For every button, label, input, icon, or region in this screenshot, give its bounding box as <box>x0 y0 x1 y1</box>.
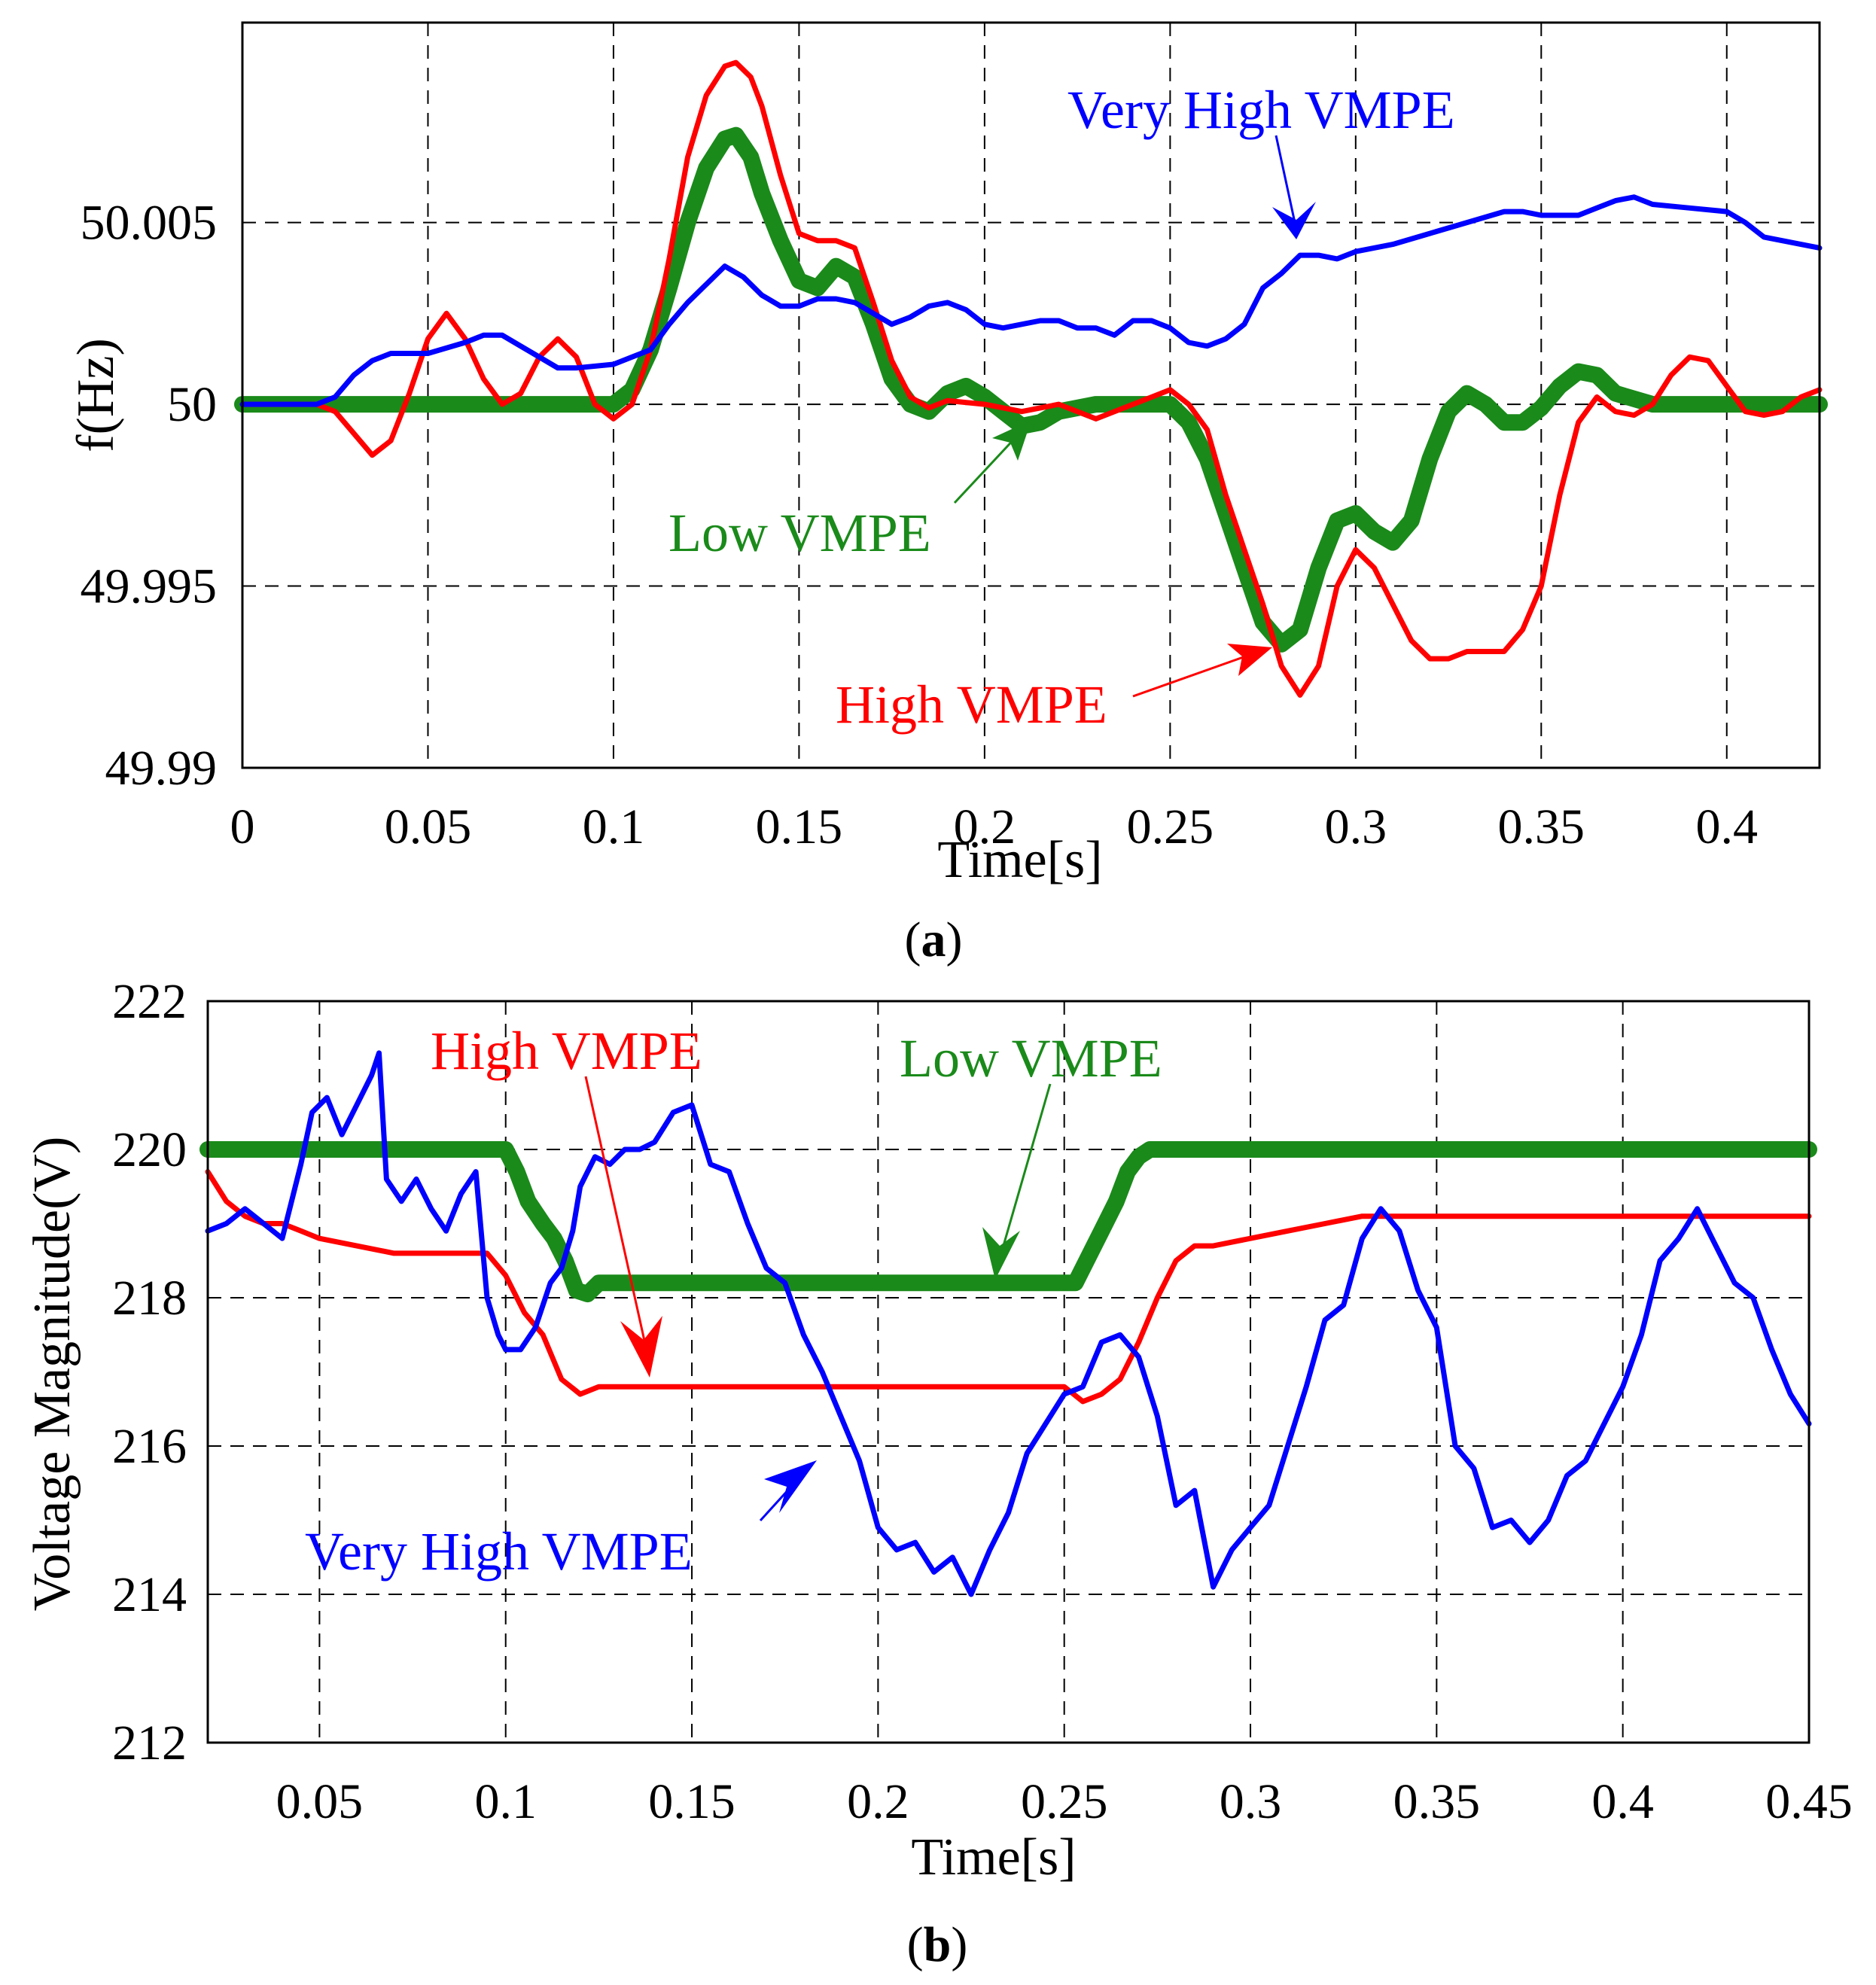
caption-letter-b: b <box>924 1917 952 1972</box>
x-tick-labels-b: 0.05 0.1 0.15 0.2 0.25 0.3 0.35 0.4 0.45 <box>276 1774 1853 1829</box>
y-tick-label-b: 216 <box>112 1419 187 1474</box>
annotation-arrow-high-a <box>1132 653 1250 698</box>
series-line-high-vmpe-b <box>205 1169 1812 1405</box>
x-tick-label-a: 0.05 <box>385 799 472 854</box>
annotation-low-vmpe-a: Low VMPE <box>668 503 931 563</box>
x-tick-label-b: 0.2 <box>847 1774 909 1829</box>
annotation-arrow-very-high-a <box>1275 135 1299 230</box>
x-tick-label-b: 0.35 <box>1393 1774 1481 1829</box>
x-tick-label-b: 0.05 <box>276 1774 364 1829</box>
plot-area-a <box>242 23 1820 768</box>
x-tick-label-a: 0.4 <box>1696 799 1759 854</box>
annotation-arrowhead-very-high-b <box>764 1460 817 1513</box>
x-tick-label-a: 0.1 <box>583 799 645 854</box>
annotation-very-high-vmpe-a: Very High VMPE <box>1067 80 1455 140</box>
x-tick-label-b: 0.25 <box>1021 1774 1108 1829</box>
x-axis-label-a: Time[s] <box>937 831 1102 889</box>
y-axis-label-b: Voltage Magnitude(V) <box>23 1137 81 1612</box>
x-tick-label-a: 0.2 <box>954 799 1016 854</box>
series-line-very-high-vmpe-a <box>239 194 1823 407</box>
y-tick-label-a: 49.995 <box>81 559 218 614</box>
x-tick-labels-a: 0 0.05 0.1 0.15 0.2 0.25 0.3 0.35 0.4 <box>230 799 1759 854</box>
y-tick-label-a: 50 <box>167 377 217 432</box>
plot-area-b <box>208 1001 1809 1743</box>
y-tick-labels-a: 49.99 49.995 50 50.005 <box>81 196 218 796</box>
x-tick-label-a: 0 <box>230 799 255 854</box>
x-tick-label-b: 0.4 <box>1591 1774 1654 1829</box>
voltage-panel: 0.05 0.1 0.15 0.2 0.25 0.3 0.35 0.4 0.45 2122142… <box>23 974 1853 1972</box>
y-tick-label-a: 50.005 <box>81 196 218 251</box>
plot-frame-b <box>206 1000 1811 1744</box>
x-tick-label-b: 0.45 <box>1765 1774 1853 1829</box>
annotation-very-high-vmpe-b: Very High VMPE <box>305 1521 693 1582</box>
x-tick-label-a: 0.3 <box>1325 799 1387 854</box>
series-line-very-high-vmpe-b <box>205 1050 1812 1597</box>
annotation-arrowhead-very-high-a <box>1272 202 1316 239</box>
x-axis-label-b: Time[s] <box>911 1828 1076 1886</box>
y-tick-label-b: 214 <box>112 1567 187 1622</box>
annotation-low-vmpe-b: Low VMPE <box>900 1028 1162 1088</box>
annotation-arrow-low-a <box>953 434 1019 504</box>
annotation-high-vmpe-a: High VMPE <box>836 674 1107 735</box>
y-tick-label-a: 49.99 <box>105 741 218 796</box>
series-line-low-vmpe-a <box>234 126 1828 653</box>
annotation-arrow-low-b <box>1000 1083 1052 1254</box>
series-b <box>199 1050 1817 1597</box>
panel-caption-b: (b) <box>907 1917 968 1972</box>
x-tick-label-b: 0.1 <box>474 1774 537 1829</box>
x-tick-label-a: 0.35 <box>1498 799 1585 854</box>
y-tick-label-b: 212 <box>112 1716 187 1770</box>
x-tick-label-a: 0.25 <box>1127 799 1214 854</box>
grid-a <box>242 23 1820 768</box>
series-line-low-vmpe-b <box>199 1141 1817 1303</box>
series-a <box>234 59 1828 698</box>
annotation-arrowhead-low-b <box>982 1227 1020 1280</box>
y-tick-label-b: 222 <box>112 974 187 1029</box>
x-tick-label-b: 0.3 <box>1220 1774 1282 1829</box>
annotation-high-vmpe-b: High VMPE <box>431 1021 702 1081</box>
panel-caption-a: (a) <box>905 912 963 967</box>
annotation-arrowhead-low-a <box>992 420 1031 461</box>
y-tick-labels-b: 212 214 216 218 220 222 <box>112 974 187 1770</box>
series-line-high-vmpe-a <box>239 59 1823 698</box>
x-tick-label-b: 0.15 <box>648 1774 735 1829</box>
frequency-panel: 0 0.05 0.1 0.15 0.2 0.25 0.3 0.35 0.4 49.9949.99… <box>67 21 1828 967</box>
x-tick-label-a: 0.15 <box>756 799 843 854</box>
y-axis-label-a: f(Hz) <box>67 338 125 452</box>
y-tick-label-b: 220 <box>112 1122 187 1177</box>
annotation-arrowhead-high-b <box>620 1316 662 1378</box>
y-tick-label-b: 218 <box>112 1271 187 1326</box>
grid-b <box>208 1001 1809 1743</box>
caption-letter-a: a <box>921 912 946 967</box>
annotation-arrow-high-b <box>584 1076 647 1348</box>
annotation-arrowhead-high-a <box>1227 644 1272 676</box>
plot-frame-a <box>241 21 1821 769</box>
